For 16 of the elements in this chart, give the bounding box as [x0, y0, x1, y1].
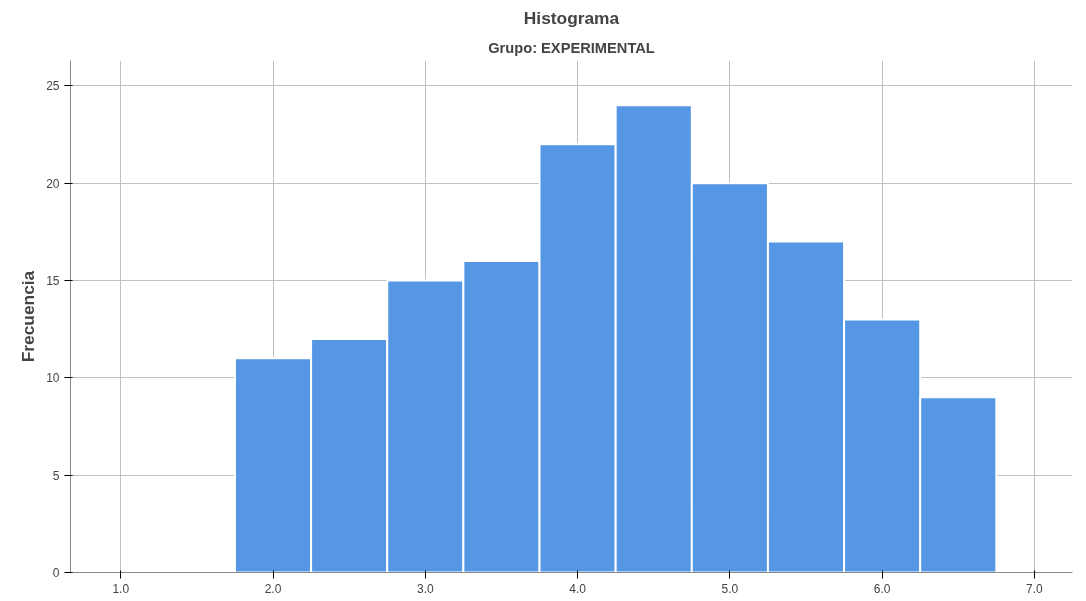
- chart-title: Histograma: [523, 7, 620, 28]
- y-tick-label: 25: [46, 79, 60, 94]
- y-tick-label: 10: [46, 371, 60, 386]
- y-tick-label: 15: [46, 273, 60, 288]
- chart-subtitle: Grupo: EXPERIMENTAL: [488, 39, 655, 56]
- y-tick-label: 20: [46, 176, 60, 191]
- y-tick-label: 0: [52, 566, 60, 580]
- x-tick-label: 6.0: [873, 581, 891, 596]
- x-tick-label: 5.0: [721, 581, 739, 596]
- x-tick-label: 3.0: [416, 581, 434, 596]
- y-axis-title: Frecuencia: [18, 270, 39, 363]
- x-tick-label: 4.0: [569, 581, 587, 596]
- x-tick-label: 2.0: [264, 581, 282, 596]
- y-tick-label: 5: [52, 468, 60, 483]
- x-tick-label: 7.0: [1026, 581, 1044, 596]
- x-tick-label: 1.0: [112, 581, 130, 596]
